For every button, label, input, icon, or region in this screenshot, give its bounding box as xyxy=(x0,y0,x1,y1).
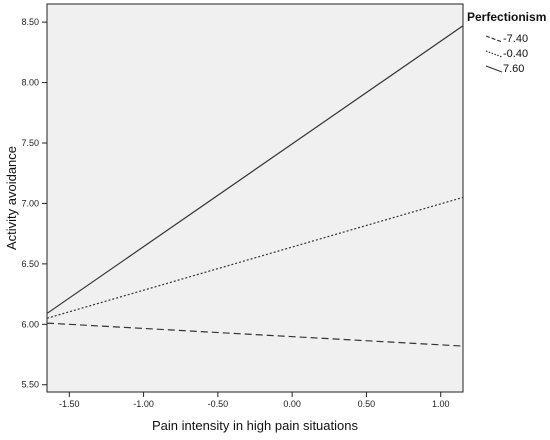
y-tick-label: 5.50 xyxy=(21,380,39,390)
x-tick-label: -1.00 xyxy=(133,399,154,409)
x-axis-label: Pain intensity in high pain situations xyxy=(152,418,358,433)
x-tick-label: -0.50 xyxy=(208,399,229,409)
legend-entry-label: 7.60 xyxy=(503,63,524,75)
y-axis-label: Activity avoidance xyxy=(4,146,19,250)
x-tick-label: 0.00 xyxy=(283,399,301,409)
legend-swatch-dashed xyxy=(485,35,503,43)
series-line-solid xyxy=(46,25,464,314)
axis-layer: 5.50 6.00 6.50 7.00 7.50 8.00 8.50 -1.50 -1.00 -0… xyxy=(21,17,449,409)
y-tick-label: 7.50 xyxy=(21,138,39,148)
x-tick-label: 0.50 xyxy=(358,399,376,409)
legend-entry-label: -7.40 xyxy=(503,33,528,45)
plot-background xyxy=(46,3,464,393)
x-tick-label: 1.00 xyxy=(432,399,450,409)
legend-title: Perfectionism xyxy=(467,10,546,24)
legend-entry-label: -0.40 xyxy=(503,48,528,60)
y-tick-label: 8.00 xyxy=(21,78,39,88)
legend-swatch-dotted xyxy=(485,50,503,58)
legend: Perfectionism -7.40 -0.40 7.60 xyxy=(467,10,546,75)
y-tick-label: 7.00 xyxy=(21,198,39,208)
y-tick-label: 6.00 xyxy=(21,319,39,329)
series-line-dashed xyxy=(46,322,464,347)
legend-swatch-solid xyxy=(485,65,503,73)
series-layer xyxy=(46,25,464,347)
series-line-dotted xyxy=(46,196,464,319)
y-tick-label: 8.50 xyxy=(21,17,39,27)
y-tick-label: 6.50 xyxy=(21,259,39,269)
x-tick-label: -1.50 xyxy=(59,399,80,409)
